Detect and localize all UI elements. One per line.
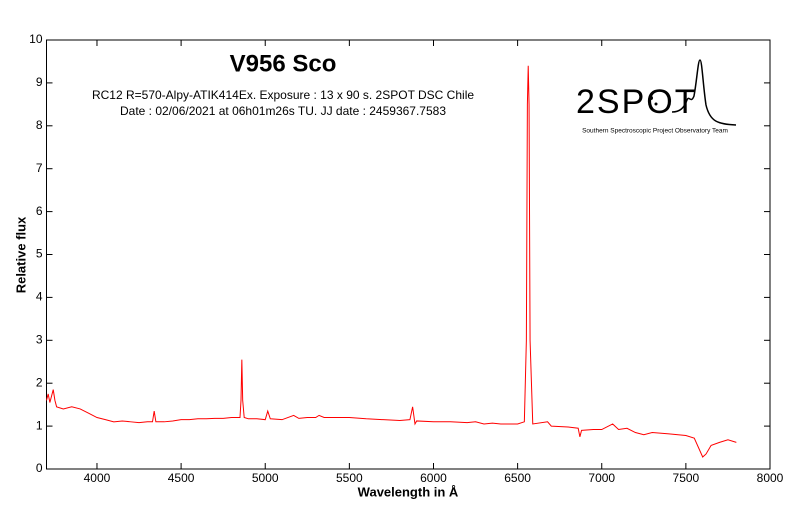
x-axis-label: Wavelength in Å — [358, 484, 459, 499]
logo-dot — [654, 102, 658, 106]
y-tick-label: 3 — [36, 332, 43, 346]
logo-name: 2SPOT — [576, 83, 697, 121]
y-tick-label: 4 — [36, 290, 43, 304]
x-tick-label: 4000 — [84, 471, 111, 485]
logo-caption: Southern Spectroscopic Project Observato… — [582, 128, 728, 135]
x-tick-label: 8000 — [757, 471, 784, 485]
x-tick-label: 4500 — [168, 471, 195, 485]
y-tick-label: 9 — [36, 75, 43, 89]
x-tick-label: 6500 — [504, 471, 531, 485]
y-tick-label: 0 — [36, 461, 43, 475]
x-tick-label: 5000 — [252, 471, 279, 485]
y-tick-label: 5 — [36, 247, 43, 261]
x-tick-label: 6000 — [420, 471, 447, 485]
x-tick-label: 7000 — [588, 471, 615, 485]
y-tick-label: 6 — [36, 204, 43, 218]
logo-curve — [671, 59, 737, 126]
y-tick-label: 10 — [29, 32, 43, 46]
subtitle: RC12 R=570-Alpy-ATIK414Ex. Exposure : 13… — [92, 88, 474, 102]
spectrum-line — [46, 65, 737, 458]
y-tick-label: 7 — [36, 161, 43, 175]
y-tick-label: 2 — [36, 375, 43, 389]
y-tick-label: 1 — [36, 418, 43, 432]
logo: 2SPOT Southern Spectroscopic Project Obs… — [576, 59, 737, 135]
chart-title: V956 Sco — [230, 50, 337, 77]
logo-dot — [649, 96, 653, 100]
x-tick-label: 5500 — [336, 471, 363, 485]
y-axis-label: Relative flux — [13, 216, 28, 293]
subtitle: Date : 02/06/2021 at 06h01m26s TU. JJ da… — [120, 104, 446, 118]
y-tick-label: 8 — [36, 118, 43, 132]
x-tick-label: 7500 — [673, 471, 700, 485]
